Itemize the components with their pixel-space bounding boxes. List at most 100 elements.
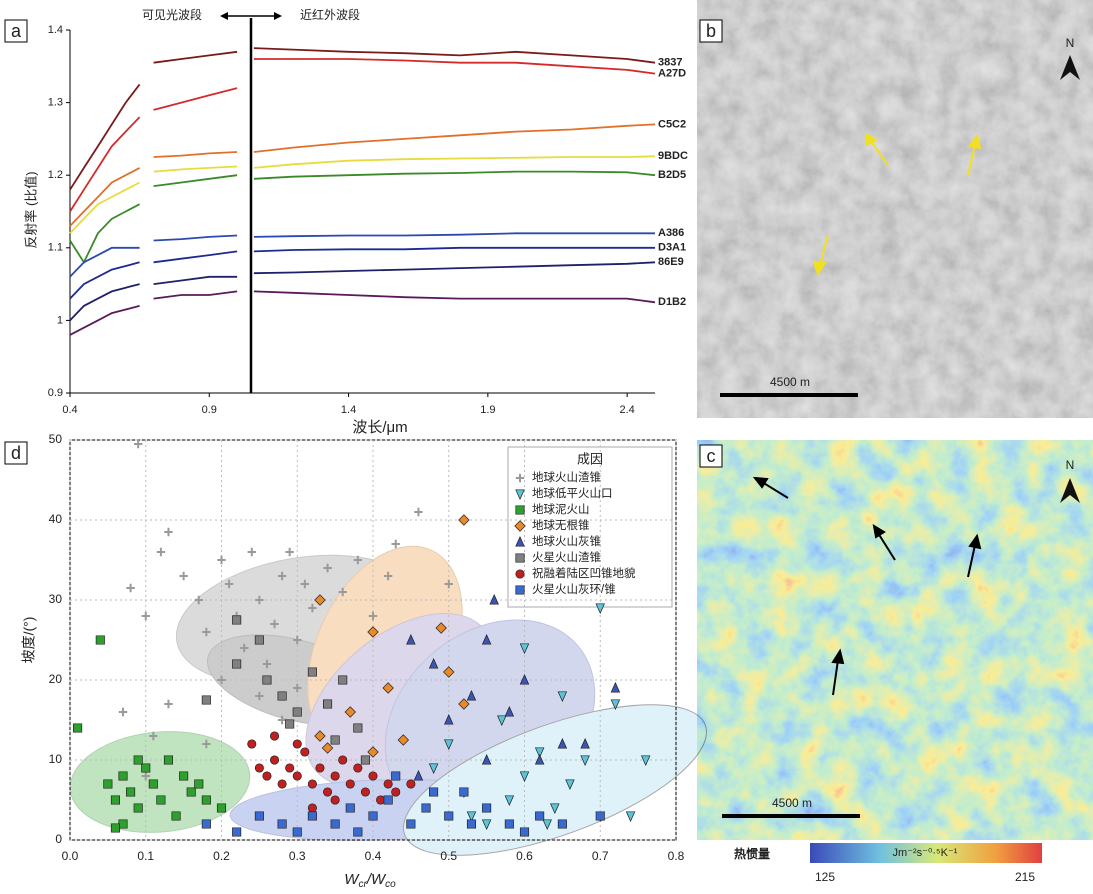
point xyxy=(232,659,242,669)
colorbar xyxy=(810,843,1042,863)
point xyxy=(497,715,507,727)
point xyxy=(382,682,394,694)
point xyxy=(321,742,334,754)
x-tick-label: 0.4 xyxy=(365,849,382,863)
point xyxy=(482,803,492,813)
point xyxy=(179,571,188,581)
point xyxy=(323,563,332,573)
y-tick-label: 1.1 xyxy=(48,242,63,254)
x-tick-label: 0.7 xyxy=(592,849,609,863)
legend-label: 地球泥火山 xyxy=(532,502,590,516)
x-tick-label: 0.3 xyxy=(289,849,306,863)
point xyxy=(466,689,477,701)
point xyxy=(413,769,424,781)
point xyxy=(368,811,378,821)
point xyxy=(110,795,120,805)
series-label: D3A1 xyxy=(658,242,686,254)
point xyxy=(277,715,287,725)
point xyxy=(73,723,83,733)
point xyxy=(534,747,545,759)
y-tick-label: 0.9 xyxy=(48,387,63,399)
panel-box xyxy=(699,444,723,468)
legend-title: 成因 xyxy=(577,451,603,466)
arrows-b xyxy=(812,132,982,277)
point xyxy=(625,811,636,823)
colorbar-max: 215 xyxy=(1015,870,1035,884)
point xyxy=(406,779,416,789)
point xyxy=(95,635,105,645)
point xyxy=(141,763,151,773)
point xyxy=(118,771,128,781)
legend-label: 地球火山灰锥 xyxy=(532,534,601,548)
point xyxy=(300,747,310,757)
y-tick-label: 1.3 xyxy=(48,97,63,109)
point xyxy=(557,691,568,703)
point xyxy=(224,579,234,589)
point xyxy=(444,811,454,821)
point xyxy=(164,699,173,709)
point xyxy=(610,699,621,711)
y-axis-label: 反射率 (比值) xyxy=(23,171,38,248)
point xyxy=(542,819,552,831)
point xyxy=(330,735,340,745)
point xyxy=(285,763,295,773)
point xyxy=(397,734,409,746)
point xyxy=(156,795,166,805)
x-label-sub: co xyxy=(385,879,396,890)
series-label: B2D5 xyxy=(658,169,686,181)
point xyxy=(323,699,333,709)
point xyxy=(344,706,356,718)
point xyxy=(444,579,453,589)
point xyxy=(126,787,136,797)
y-tick-label: 50 xyxy=(49,432,63,446)
legend-marker xyxy=(515,585,525,595)
x-label-sub: cr xyxy=(358,879,367,890)
x-tick-label: 0.6 xyxy=(516,849,533,863)
point xyxy=(277,779,287,789)
point xyxy=(406,633,416,645)
point xyxy=(232,827,242,837)
point xyxy=(428,657,439,669)
point xyxy=(435,622,447,634)
point xyxy=(414,507,423,517)
point xyxy=(383,571,393,581)
point xyxy=(338,675,348,685)
line xyxy=(69,58,656,212)
point xyxy=(345,779,355,789)
panel-label: b xyxy=(706,21,716,41)
x-tick-label: 0.0 xyxy=(62,849,79,863)
point xyxy=(368,771,378,781)
point xyxy=(580,737,590,749)
point xyxy=(466,811,477,823)
point xyxy=(360,755,370,765)
y-tick-label: 30 xyxy=(49,592,63,606)
point xyxy=(557,819,567,829)
point xyxy=(270,619,279,629)
point xyxy=(519,643,530,655)
north-arrow xyxy=(1060,478,1080,503)
legend-marker xyxy=(515,569,525,579)
legend-marker xyxy=(515,535,525,547)
image-b xyxy=(697,0,1093,418)
legend-marker xyxy=(515,489,525,501)
legend-label: 地球无根锥 xyxy=(532,518,590,532)
panel-box xyxy=(4,441,28,465)
point xyxy=(458,698,470,710)
x-axis-label: 波长/μm xyxy=(352,419,407,436)
point xyxy=(217,675,226,685)
point xyxy=(194,779,204,789)
x-tick-label: 1.4 xyxy=(341,404,356,416)
point xyxy=(534,753,545,765)
point xyxy=(148,779,158,789)
point xyxy=(217,555,226,565)
point xyxy=(360,787,370,797)
panel-label: d xyxy=(11,443,21,463)
arrows-c xyxy=(752,476,982,696)
point xyxy=(194,595,203,605)
legend-marker xyxy=(515,505,525,515)
point xyxy=(338,755,348,765)
x-tick-label: 1.9 xyxy=(480,404,495,416)
point xyxy=(307,803,317,813)
series-label: D1B2 xyxy=(658,296,686,308)
point xyxy=(557,737,568,749)
